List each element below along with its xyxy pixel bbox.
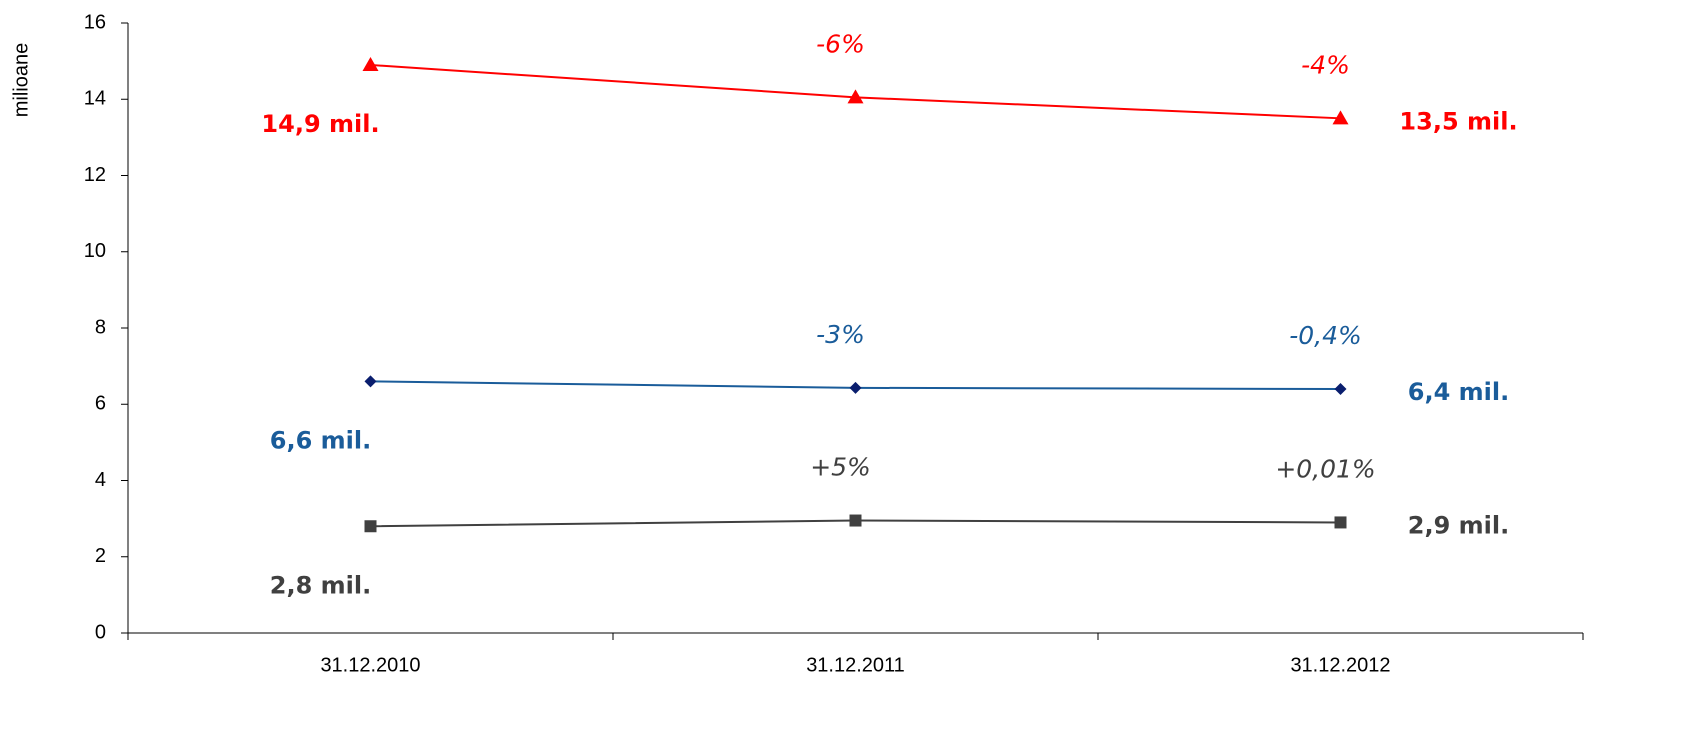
data-label: 14,9 mil. [261, 110, 379, 138]
marker [364, 375, 377, 388]
y-tick-label: 14 [84, 88, 106, 110]
x-tick-label: 31.12.2010 [320, 654, 420, 676]
y-tick-label: 6 [95, 393, 106, 415]
change-label: -6% [816, 29, 865, 58]
marker [849, 514, 862, 527]
marker [849, 381, 862, 394]
data-label: 2,9 mil. [1408, 511, 1509, 539]
y-tick-label: 10 [84, 240, 106, 262]
y-tick-label: 0 [95, 621, 106, 643]
marker [364, 520, 377, 533]
data-label: 13,5 mil. [1399, 107, 1517, 135]
change-label: +5% [810, 453, 871, 482]
x-tick-label: 31.12.2011 [806, 654, 905, 676]
data-label: 6,6 mil. [270, 426, 371, 454]
marker [1334, 383, 1347, 395]
y-tick-label: 12 [84, 164, 106, 186]
marker [1334, 516, 1347, 529]
change-label: +0,01% [1275, 454, 1375, 483]
y-tick-label: 4 [95, 469, 106, 491]
y-tick-label: 16 [84, 11, 106, 33]
marker [847, 89, 864, 104]
marker [1332, 110, 1349, 125]
y-tick-label: 2 [95, 545, 106, 567]
y-axis-title: milioane [10, 43, 32, 117]
marker [362, 56, 379, 71]
change-label: -4% [1301, 50, 1350, 79]
x-tick-label: 31.12.2012 [1290, 654, 1390, 676]
data-label: 2,8 mil. [270, 571, 371, 599]
change-label: -3% [816, 320, 865, 349]
data-label: 6,4 mil. [1408, 378, 1509, 406]
change-label: -0,4% [1289, 321, 1362, 350]
y-tick-label: 8 [95, 316, 106, 338]
